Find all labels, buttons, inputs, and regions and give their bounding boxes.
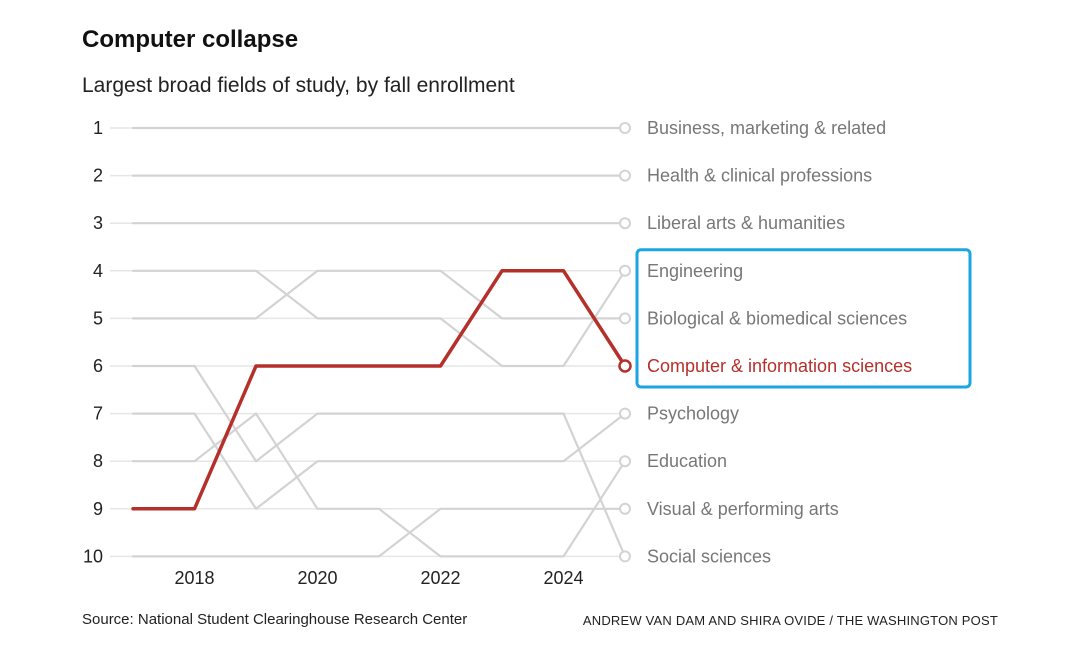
x-tick-label: 2018 [174, 568, 214, 588]
series-end-point-business-marketing-related [619, 122, 631, 134]
y-tick-label: 9 [93, 499, 103, 519]
x-tick-label: 2024 [543, 568, 583, 588]
series-end-point-psychology [619, 407, 631, 420]
highlight-box [635, 248, 972, 389]
series-end-point-visual-performing-arts [619, 502, 631, 515]
series-end-label: Visual & performing arts [647, 499, 839, 519]
chart-subtitle: Largest broad fields of study, by fall e… [82, 74, 515, 97]
series-end-label: Health & clinical professions [647, 166, 872, 186]
y-tick-label: 2 [93, 166, 103, 186]
y-tick-label: 3 [93, 213, 103, 233]
series-end-point-education [619, 455, 631, 468]
series-end-point-social-sciences [619, 550, 631, 563]
series-line-biological-biomedical-sciences [131, 269, 627, 320]
source-note: Source: National Student Clearinghouse R… [82, 611, 468, 628]
series-end-label: Education [647, 451, 727, 471]
chart-title: Computer collapse [82, 26, 299, 53]
series-line-computer-information-sciences [131, 269, 627, 511]
y-tick-label: 5 [93, 308, 103, 328]
series-end-point-health-clinical-professions [619, 169, 631, 182]
series-line-engineering [131, 269, 627, 368]
series-end-label: Social sciences [647, 546, 771, 566]
y-tick-label: 10 [83, 546, 103, 566]
series-end-point-computer-information-sciences [618, 359, 632, 373]
y-tick-label: 7 [93, 404, 103, 424]
x-tick-label: 2020 [297, 568, 337, 588]
y-tick-label: 8 [93, 451, 103, 471]
series-line-social-sciences [131, 364, 627, 558]
series-line-visual-performing-arts [131, 507, 627, 558]
series-end-point-engineering [619, 264, 631, 277]
y-tick-label: 6 [93, 356, 103, 376]
series-end-label: Engineering [647, 261, 743, 281]
y-tick-label: 1 [93, 118, 103, 138]
series-line-education [131, 412, 627, 558]
x-tick-label: 2022 [420, 568, 460, 588]
series-end-label: Biological & biomedical sciences [647, 308, 907, 328]
series-end-label: Computer & information sciences [647, 356, 912, 376]
series-end-point-liberal-arts-humanities [619, 217, 631, 230]
series-end-label: Business, marketing & related [647, 118, 886, 138]
credit-line: ANDREW VAN DAM AND SHIRA OVIDE / THE WAS… [582, 613, 998, 628]
series-end-point-biological-biomedical-sciences [619, 312, 631, 325]
series-end-label: Psychology [647, 404, 739, 424]
series-end-label: Liberal arts & humanities [647, 213, 845, 233]
rank-line-chart: 1 2 3 4 5 6 7 8 9 10 2018 2020 2022 2024 Business, mar… [83, 118, 972, 588]
y-tick-label: 4 [93, 261, 103, 281]
